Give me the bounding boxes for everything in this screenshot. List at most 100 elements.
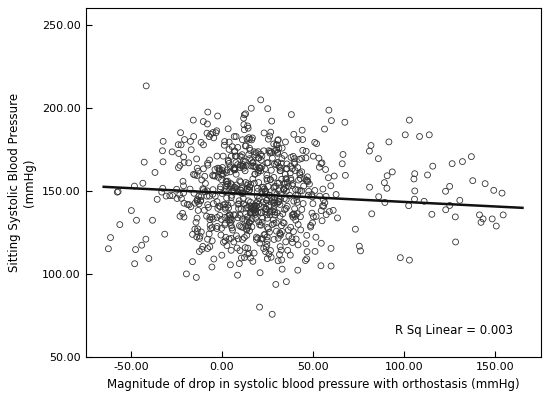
Point bbox=[236, 212, 244, 218]
Point bbox=[222, 179, 231, 185]
Point bbox=[306, 222, 315, 229]
Point bbox=[356, 248, 365, 254]
Point bbox=[244, 198, 253, 204]
Point bbox=[197, 197, 205, 203]
Point bbox=[221, 214, 229, 221]
Point bbox=[277, 176, 286, 182]
Point bbox=[272, 191, 281, 198]
Point bbox=[198, 243, 207, 250]
Point bbox=[227, 200, 236, 206]
Point bbox=[250, 164, 259, 170]
Point bbox=[270, 174, 278, 181]
Point bbox=[266, 177, 274, 183]
Point bbox=[294, 221, 302, 228]
Point bbox=[468, 178, 477, 184]
Point bbox=[242, 227, 251, 233]
Point bbox=[441, 207, 450, 213]
Point bbox=[226, 211, 234, 218]
Point bbox=[228, 227, 237, 233]
Point bbox=[281, 184, 290, 191]
Point bbox=[318, 217, 327, 224]
Point bbox=[221, 183, 230, 189]
Point bbox=[186, 138, 195, 144]
Point bbox=[208, 214, 216, 220]
Point bbox=[238, 236, 247, 243]
Point bbox=[282, 279, 291, 285]
Point bbox=[212, 225, 221, 232]
Point bbox=[266, 148, 274, 154]
Point bbox=[189, 117, 198, 123]
Point bbox=[240, 234, 249, 241]
Point bbox=[247, 105, 256, 111]
Point bbox=[383, 185, 391, 192]
Point bbox=[246, 255, 255, 261]
Point bbox=[278, 266, 287, 273]
Point bbox=[341, 172, 350, 178]
Point bbox=[243, 182, 251, 189]
Point bbox=[325, 208, 334, 215]
Point bbox=[302, 232, 311, 239]
Point bbox=[271, 281, 280, 288]
Point bbox=[307, 210, 316, 216]
Point bbox=[299, 200, 307, 207]
Point bbox=[340, 119, 349, 125]
Point bbox=[262, 197, 271, 203]
Point bbox=[208, 264, 216, 270]
Point bbox=[137, 242, 146, 249]
Point bbox=[183, 201, 192, 207]
Point bbox=[273, 137, 282, 144]
Point bbox=[221, 206, 229, 212]
Point bbox=[217, 176, 226, 183]
Point bbox=[106, 234, 115, 241]
Point bbox=[288, 239, 297, 246]
Point bbox=[269, 217, 278, 223]
Point bbox=[243, 232, 251, 239]
Point bbox=[273, 150, 282, 156]
Point bbox=[380, 199, 389, 205]
Point bbox=[322, 211, 330, 218]
Point bbox=[237, 187, 245, 194]
Point bbox=[248, 215, 256, 222]
Point bbox=[267, 254, 276, 261]
Point bbox=[255, 155, 264, 161]
Point bbox=[240, 112, 249, 118]
Point bbox=[253, 185, 262, 192]
Point bbox=[221, 204, 229, 211]
Point bbox=[250, 210, 259, 216]
Point bbox=[253, 188, 262, 195]
Point bbox=[451, 239, 460, 245]
Point bbox=[365, 148, 374, 154]
Point bbox=[270, 200, 279, 206]
Point bbox=[278, 145, 287, 151]
Point bbox=[208, 224, 216, 231]
Point bbox=[243, 224, 252, 231]
Point bbox=[317, 207, 326, 214]
Point bbox=[283, 161, 292, 167]
Point bbox=[239, 195, 248, 201]
Point bbox=[289, 228, 298, 235]
Point bbox=[247, 163, 255, 169]
Point bbox=[200, 173, 209, 180]
Point bbox=[294, 136, 302, 143]
Point bbox=[245, 147, 254, 154]
Point bbox=[270, 185, 278, 191]
Point bbox=[293, 192, 302, 199]
Point bbox=[272, 228, 281, 234]
Point bbox=[115, 221, 124, 228]
Point bbox=[194, 207, 203, 213]
Point bbox=[293, 199, 302, 205]
Point bbox=[260, 130, 268, 136]
Point bbox=[298, 136, 307, 143]
Point bbox=[302, 256, 311, 262]
Point bbox=[265, 209, 274, 215]
Point bbox=[274, 199, 283, 205]
Point bbox=[254, 148, 262, 155]
Point bbox=[225, 188, 233, 194]
Point bbox=[401, 132, 410, 138]
Point bbox=[255, 195, 264, 201]
Point bbox=[268, 311, 277, 318]
Point bbox=[301, 257, 310, 264]
Point bbox=[246, 210, 255, 216]
Point bbox=[158, 189, 166, 195]
Point bbox=[214, 205, 222, 211]
